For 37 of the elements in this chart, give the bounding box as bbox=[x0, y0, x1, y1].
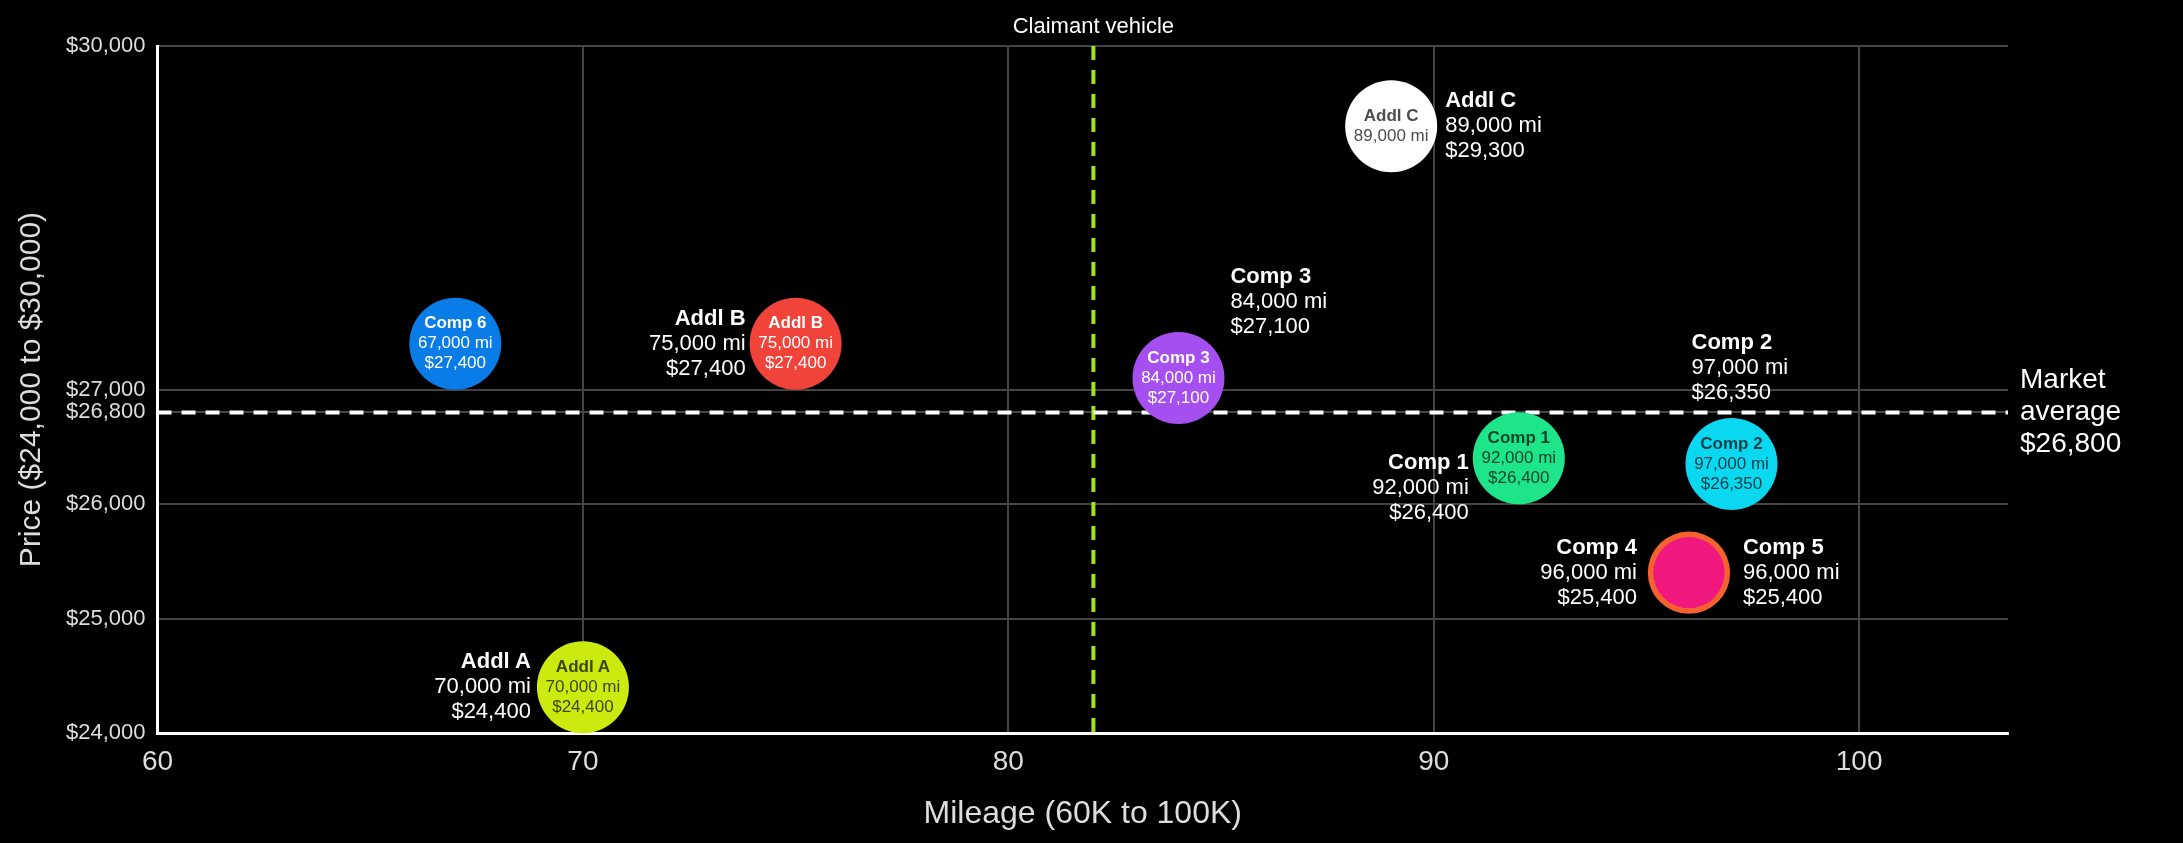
series-label: Addl B bbox=[768, 313, 824, 333]
x-axis-title: Mileage (60K to 100K) bbox=[923, 793, 1242, 830]
series-label: Addl A bbox=[555, 656, 610, 676]
data-label: 84,000 mi $27,100 bbox=[1141, 367, 1216, 407]
series-label: Addl C bbox=[1363, 105, 1419, 125]
annotation: Comp 3 84,000 mi $27,100 bbox=[1230, 263, 1328, 339]
data-label: 67,000 mi $27,400 bbox=[417, 333, 493, 373]
x-tick-label: 90 bbox=[1418, 744, 1450, 776]
annotation: Comp 1 92,000 mi $26,400 bbox=[1372, 449, 1469, 525]
y-tick-label: $26,000 bbox=[65, 490, 146, 516]
annotation: Comp 2 97,000 mi $26,350 bbox=[1691, 328, 1789, 404]
y-tick-label: $30,000 bbox=[65, 32, 146, 58]
y-axis-title: Price ($24,000 to $30,000) bbox=[13, 211, 47, 568]
series-label: Comp 6 bbox=[424, 313, 487, 333]
annotation: 89,000 mi bbox=[1353, 125, 1429, 145]
data-label: 97,000 mi $26,350 bbox=[1694, 453, 1769, 493]
annotation: Comp 4 96,000 mi $25,400 bbox=[1540, 533, 1638, 609]
y-tick-label: $25,000 bbox=[65, 604, 146, 630]
data-label: 70,000 mi $24,400 bbox=[545, 676, 621, 716]
x-tick-label: 60 bbox=[141, 744, 174, 776]
annotation: Addl B 75,000 mi $27,400 bbox=[648, 304, 746, 380]
series-label: Comp 3 bbox=[1147, 347, 1210, 367]
y-tick-label: $26,800 bbox=[65, 398, 146, 424]
ref-line-label: Market average $26,800 bbox=[2020, 363, 2122, 459]
y-tick-label: $27,000 bbox=[65, 375, 146, 401]
data-label: 92,000 mi $26,400 bbox=[1481, 447, 1557, 487]
data-label: 75,000 mi $27,400 bbox=[758, 333, 833, 373]
y-tick-label: $24,000 bbox=[65, 719, 146, 745]
x-tick-label: 70 bbox=[567, 744, 599, 776]
x-tick-label: 80 bbox=[992, 744, 1024, 776]
annotation: Addl C 89,000 mi $29,300 bbox=[1445, 87, 1542, 163]
series-label: Comp 1 bbox=[1487, 427, 1550, 447]
annotation: Comp 5 96,000 mi $25,400 bbox=[1742, 533, 1840, 609]
x-tick-label: 100 bbox=[1835, 744, 1883, 776]
ref-line-label: Claimant vehicle bbox=[1012, 13, 1175, 39]
series-label: Comp 2 bbox=[1700, 433, 1763, 453]
annotation: Addl A 70,000 mi $24,400 bbox=[434, 648, 532, 724]
